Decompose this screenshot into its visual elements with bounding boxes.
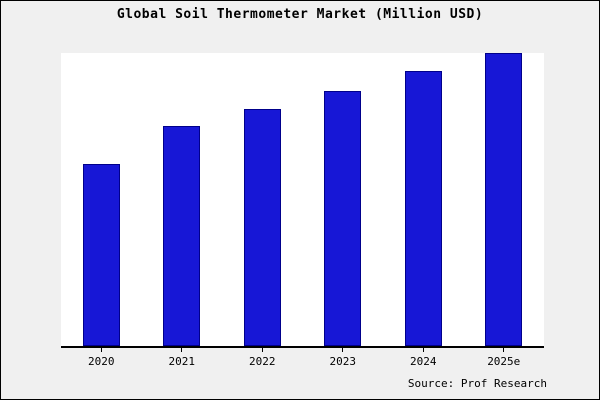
bar-2022: [243, 108, 281, 346]
bar-slot: [464, 53, 545, 346]
x-axis-tick: [342, 348, 344, 352]
bar-slot: [61, 53, 142, 346]
bar-2025e: [485, 53, 523, 346]
x-axis-label-slot: 2023: [303, 348, 384, 368]
bar-slot: [303, 53, 384, 346]
x-axis-tick-label: 2024: [410, 355, 437, 368]
x-axis-tick-label: 2022: [249, 355, 276, 368]
x-axis-label-slot: 2021: [142, 348, 223, 368]
bar-slot: [142, 53, 223, 346]
x-axis-tick-label: 2020: [88, 355, 115, 368]
x-axis-labels: 2020 2021 2022 2023 2024 2025e: [61, 348, 544, 368]
source-attribution: Source: Prof Research: [407, 377, 547, 390]
bar-slot: [383, 53, 464, 346]
x-axis-tick: [503, 348, 505, 352]
x-axis-tick-label: 2021: [168, 355, 196, 368]
x-axis-tick: [181, 348, 183, 352]
bar-2023: [324, 91, 362, 346]
bars-container: [61, 53, 544, 346]
x-axis-label-slot: 2025e: [464, 348, 545, 368]
x-axis-tick: [422, 348, 424, 352]
bar-2021: [163, 126, 201, 346]
bar-slot: [222, 53, 303, 346]
x-axis-label-slot: 2024: [383, 348, 464, 368]
x-axis-label-slot: 2022: [222, 348, 303, 368]
x-axis-tick: [100, 348, 102, 352]
plot-area: [61, 53, 544, 348]
bar-2020: [82, 164, 120, 346]
chart-title: Global Soil Thermometer Market (Million …: [116, 7, 484, 22]
x-axis-tick-label: 2023: [329, 355, 357, 368]
x-axis-tick-label: 2025e: [487, 355, 521, 368]
bar-2024: [404, 70, 442, 346]
x-axis-tick: [261, 348, 263, 352]
x-axis-label-slot: 2020: [61, 348, 142, 368]
